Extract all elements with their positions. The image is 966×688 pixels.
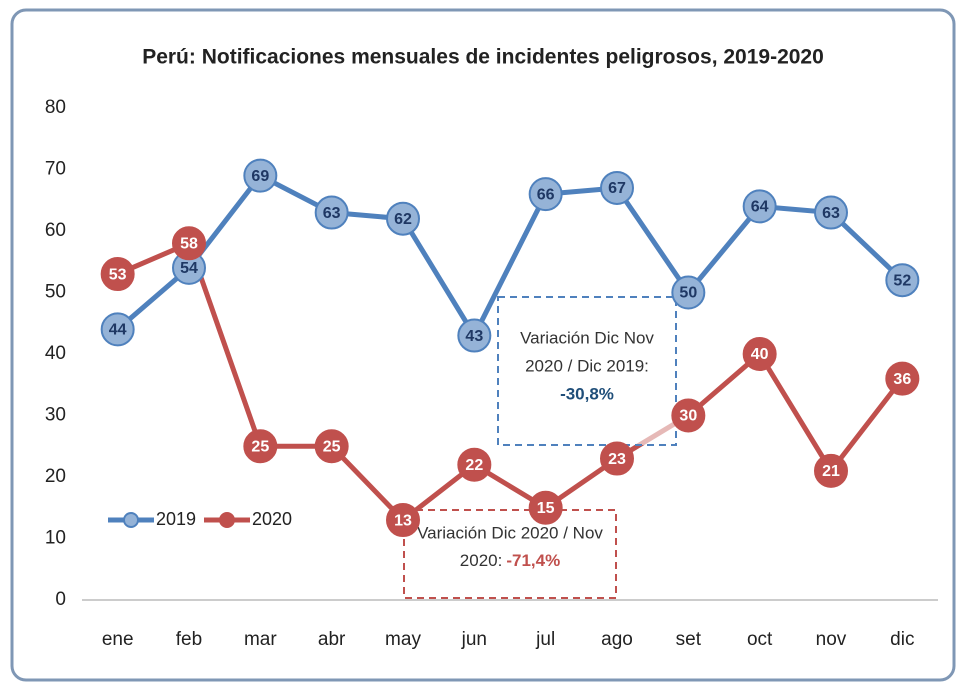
data-label: 50 bbox=[679, 285, 697, 302]
data-label: 63 bbox=[822, 205, 840, 222]
x-tick-label: ago bbox=[601, 629, 633, 650]
x-tick-label: abr bbox=[318, 629, 346, 650]
data-label: 64 bbox=[751, 199, 769, 216]
x-tick-label: may bbox=[385, 629, 421, 650]
data-label: 36 bbox=[893, 371, 911, 388]
x-tick-label: jul bbox=[535, 629, 555, 650]
point bbox=[814, 453, 848, 488]
series-line bbox=[116, 239, 905, 524]
x-tick-label: ene bbox=[102, 629, 134, 650]
data-label: 66 bbox=[537, 186, 555, 203]
legend-marker bbox=[219, 512, 235, 528]
point bbox=[243, 429, 278, 464]
legend-label: 2019 bbox=[156, 509, 196, 529]
data-label: 67 bbox=[608, 180, 626, 197]
point bbox=[742, 189, 777, 224]
data-label: 23 bbox=[608, 451, 626, 468]
annotation-value: -71,4% bbox=[506, 551, 560, 570]
x-tick-label: jun bbox=[461, 629, 487, 650]
point bbox=[528, 490, 563, 525]
x-tick-label: feb bbox=[176, 629, 202, 650]
data-label: 43 bbox=[465, 328, 483, 345]
y-tick-label: 30 bbox=[45, 405, 66, 426]
point bbox=[885, 361, 920, 396]
data-label: 21 bbox=[822, 463, 840, 480]
data-label: 58 bbox=[180, 236, 198, 253]
annotation-box bbox=[497, 296, 677, 446]
point bbox=[172, 226, 206, 261]
y-tick-label: 80 bbox=[45, 97, 66, 118]
y-tick-label: 50 bbox=[45, 282, 66, 303]
x-tick-label: nov bbox=[816, 629, 847, 650]
point bbox=[100, 257, 135, 292]
data-label: 62 bbox=[394, 211, 412, 228]
y-tick-label: 60 bbox=[45, 220, 66, 241]
data-label: 40 bbox=[751, 346, 769, 363]
point bbox=[600, 170, 634, 205]
data-label: 53 bbox=[109, 266, 127, 283]
point bbox=[742, 337, 777, 371]
x-tick-label: dic bbox=[890, 629, 914, 650]
chart-title: Perú: Notificaciones mensuales de incide… bbox=[142, 46, 824, 69]
annotation-text: Variación Dic 2020 / Nov bbox=[417, 523, 603, 542]
point bbox=[457, 447, 492, 482]
point bbox=[600, 441, 634, 476]
legend-label: 2020 bbox=[252, 509, 292, 529]
point bbox=[100, 312, 135, 347]
annotation-text: 2020 / Dic 2019: bbox=[525, 356, 649, 375]
y-tick-label: 0 bbox=[55, 589, 66, 610]
data-label: 25 bbox=[251, 438, 269, 455]
data-label: 52 bbox=[893, 272, 911, 289]
point bbox=[314, 429, 349, 464]
y-tick-label: 40 bbox=[45, 343, 66, 364]
x-tick-label: mar bbox=[244, 629, 277, 650]
annotation-text: 2020: -71,4% bbox=[460, 551, 560, 570]
point bbox=[814, 195, 848, 230]
legend-marker bbox=[123, 512, 139, 528]
annotation-line: 2020: bbox=[460, 551, 503, 570]
point bbox=[885, 263, 920, 298]
data-label: 15 bbox=[537, 500, 555, 517]
data-label: 30 bbox=[679, 408, 697, 425]
y-tick-label: 70 bbox=[45, 159, 66, 180]
data-label: 13 bbox=[394, 512, 412, 529]
annotation-box bbox=[403, 509, 617, 599]
annotation-text: Variación Dic Nov bbox=[520, 328, 654, 347]
point bbox=[386, 503, 420, 538]
y-tick-label: 10 bbox=[45, 528, 66, 549]
x-tick-label: oct bbox=[747, 629, 773, 650]
point bbox=[243, 158, 278, 193]
data-label: 63 bbox=[323, 205, 341, 222]
data-label: 22 bbox=[465, 457, 483, 474]
point bbox=[671, 275, 706, 310]
y-tick-label: 20 bbox=[45, 466, 66, 487]
data-label: 25 bbox=[323, 438, 341, 455]
annotation-value: -30,8% bbox=[560, 384, 614, 403]
data-label: 44 bbox=[109, 322, 127, 339]
point bbox=[386, 201, 420, 236]
x-tick-label: set bbox=[676, 629, 702, 650]
point bbox=[314, 195, 349, 230]
point bbox=[457, 318, 492, 353]
point bbox=[671, 398, 706, 433]
point bbox=[528, 177, 563, 212]
data-label: 54 bbox=[180, 260, 198, 277]
data-label: 69 bbox=[251, 168, 269, 185]
